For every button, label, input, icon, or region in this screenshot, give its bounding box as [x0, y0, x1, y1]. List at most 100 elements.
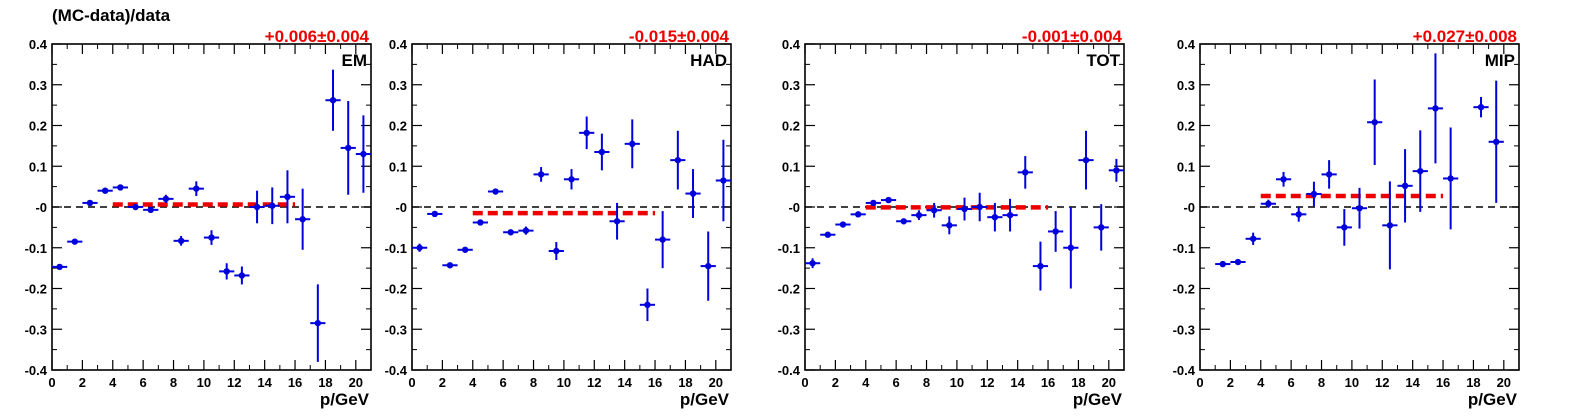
marker — [689, 190, 697, 197]
marker — [537, 171, 545, 178]
x-tick-label: 4 — [469, 375, 477, 390]
marker — [299, 216, 306, 223]
data-point — [264, 187, 280, 225]
data-point — [926, 202, 942, 218]
y-tick-label: -0.3 — [25, 322, 47, 337]
data-point — [941, 216, 957, 235]
marker — [117, 184, 124, 191]
marker — [507, 229, 514, 236]
y-tick-label: 0.1 — [389, 159, 407, 174]
marker — [1219, 260, 1226, 268]
marker — [976, 203, 983, 211]
marker — [1371, 119, 1378, 126]
data-point — [340, 101, 356, 195]
data-point — [835, 221, 851, 228]
panel-mip: -0.4 -0.3 -0.2 -0.1 -0 0.1 0.2 0.3 0.4 0 2 4 6 8 10 12 1… — [1173, 27, 1520, 409]
data-point — [52, 263, 68, 271]
marker — [253, 203, 261, 211]
x-tick-label: 18 — [678, 375, 692, 390]
data-point — [457, 246, 473, 253]
data-point — [1002, 198, 1018, 232]
marker — [629, 140, 636, 148]
marker — [345, 144, 352, 152]
y-tick-label: 0.1 — [29, 159, 47, 174]
data-point — [911, 210, 927, 221]
x-tick-label: 18 — [1466, 375, 1480, 390]
data-point — [1412, 130, 1428, 212]
marker — [824, 231, 831, 238]
data-point — [1063, 207, 1079, 289]
marker — [991, 213, 999, 221]
marker — [1341, 224, 1348, 231]
y-tick-label: -0.2 — [385, 282, 407, 297]
data-point — [503, 229, 519, 236]
y-tick-label: 0.2 — [29, 119, 47, 134]
data-point — [295, 188, 311, 250]
y-tick-label: -0.1 — [1173, 241, 1195, 256]
y-tick-label: -0 — [788, 200, 800, 215]
marker — [1386, 222, 1394, 229]
data-point — [143, 206, 159, 214]
marker — [329, 97, 337, 104]
x-tick-label: 8 — [530, 375, 537, 390]
marker — [162, 195, 170, 203]
y-tick-label: -0.2 — [1173, 282, 1195, 297]
fit-result-text: +0.027±0.008 — [1413, 27, 1517, 46]
marker — [238, 272, 246, 279]
marker — [416, 244, 423, 251]
data-point — [609, 202, 625, 240]
y-tick-label: 0.3 — [782, 78, 800, 93]
x-tick-label: 12 — [980, 375, 994, 390]
x-tick-label: 20 — [349, 375, 363, 390]
data-point — [127, 203, 144, 211]
marker — [553, 247, 560, 255]
data-point — [234, 266, 250, 285]
x-tick-label: 12 — [587, 375, 601, 390]
data-point — [412, 243, 428, 252]
y-tick-label: -0.1 — [778, 241, 800, 256]
data-point — [97, 187, 113, 194]
x-tick-label: 14 — [1405, 375, 1420, 390]
data-point — [1245, 232, 1261, 245]
data-point — [685, 169, 701, 219]
marker — [1265, 200, 1272, 207]
x-tick-label: 4 — [862, 375, 870, 390]
marker — [809, 260, 816, 267]
x-tick-label: 0 — [48, 375, 55, 390]
marker — [1052, 228, 1059, 235]
data-point — [325, 69, 341, 131]
marker — [1493, 138, 1500, 145]
data-point — [1108, 158, 1124, 182]
y-tick-label: -0.4 — [385, 363, 408, 378]
marker — [1356, 205, 1363, 212]
marker — [583, 129, 590, 137]
x-tick-label: 14 — [257, 375, 272, 390]
x-tick-label: 20 — [709, 375, 723, 390]
marker — [674, 156, 682, 164]
x-tick-label: 8 — [1318, 375, 1325, 390]
data-point — [972, 192, 988, 222]
data-point — [548, 242, 564, 260]
y-tick-label: 0.3 — [389, 78, 407, 93]
marker — [598, 148, 606, 156]
x-tick-label: 12 — [1375, 375, 1389, 390]
data-point — [219, 263, 235, 280]
y-tick-label: -0.2 — [778, 282, 800, 297]
marker — [885, 196, 892, 204]
data-point — [865, 199, 881, 207]
data-point — [487, 188, 504, 195]
y-tick-label: -0.3 — [778, 322, 800, 337]
data-point — [1260, 199, 1276, 208]
marker — [930, 207, 938, 214]
marker — [132, 203, 139, 211]
data-point — [1427, 53, 1444, 164]
x-tick-label: 0 — [408, 375, 415, 390]
data-point — [1367, 79, 1383, 166]
data-point — [594, 133, 610, 171]
data-point — [700, 231, 716, 301]
data-point — [805, 258, 821, 269]
data-point — [249, 190, 265, 224]
x-tick-label: 6 — [500, 375, 507, 390]
data-point — [310, 284, 326, 362]
marker — [644, 301, 651, 308]
